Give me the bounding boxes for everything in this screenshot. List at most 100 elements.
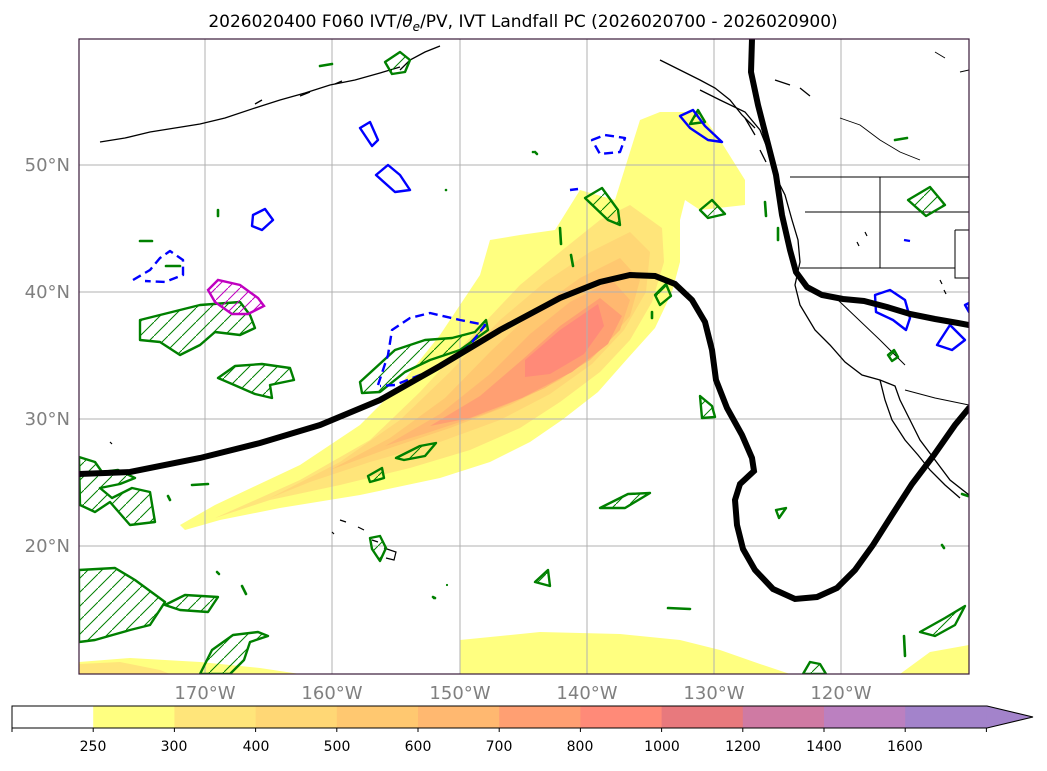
colorbar-label-250: 250	[80, 739, 107, 755]
colorbar-ticks	[11, 728, 987, 732]
ivt-250-band-southeast	[900, 645, 969, 674]
pv-strong-contour	[206, 278, 266, 316]
longitude-labels: 170°W 160°W 150°W 140°W 130°W 120°W	[174, 683, 871, 704]
lat-label-30n: 30°N	[25, 409, 70, 430]
map-frame	[78, 38, 970, 675]
southeast-alaska-islands	[744, 79, 811, 163]
ivt-800-band	[525, 304, 604, 377]
colorbar-segment	[255, 706, 338, 728]
map-panel	[79, 39, 969, 674]
pv-small-4	[190, 482, 210, 487]
pv-negative-7	[963, 301, 969, 314]
pv-small-10	[666, 606, 692, 611]
pv-small-17	[960, 492, 969, 498]
colorbar-segment	[12, 706, 94, 728]
lat-label-20n: 20°N	[25, 536, 70, 557]
pv-positive-19	[801, 660, 828, 674]
colorbar-label-1000: 1000	[644, 739, 680, 755]
pv-positive-11	[653, 282, 673, 307]
pv-small-11	[763, 200, 768, 218]
figure-title: 2026020400 F060 IVT/θe/PV, IVT Landfall …	[208, 12, 837, 34]
steering-contour	[79, 271, 969, 603]
ivt-250-band-southwest	[460, 632, 790, 674]
colorbar-segment	[499, 706, 581, 728]
pv-positive-15	[368, 534, 388, 563]
title-theta-sub: e	[413, 20, 420, 34]
colorbar-segment	[174, 706, 257, 728]
colorbar-segment	[824, 706, 906, 728]
pv-positive-contours	[79, 50, 967, 674]
dot-3	[432, 596, 436, 600]
colorbar-label-300: 300	[161, 739, 188, 755]
colorbar-segment	[418, 706, 500, 728]
pv-small-20	[215, 570, 221, 576]
pv-negative-9	[903, 238, 911, 243]
pv-positive-4	[79, 566, 167, 644]
pv-negative-dashed-2	[132, 249, 185, 284]
state-line-5	[954, 229, 969, 279]
interior-lines	[839, 51, 969, 161]
small-dots	[432, 150, 535, 600]
colorbar: 250 300 400 500 600 700 800 1000 1200 14…	[11, 705, 1034, 755]
pv-positive-16	[533, 568, 552, 588]
pv-small-7	[558, 226, 563, 246]
pv-negative-5	[873, 288, 912, 332]
ivt-300-band-south	[79, 662, 170, 674]
pv-positive-17	[906, 185, 947, 218]
mexico-border	[904, 389, 969, 406]
colorbar-label-1600: 1600	[887, 739, 923, 755]
colorbar-labels: 250 300 400 500 600 700 800 1000 1200 14…	[80, 739, 923, 755]
lon-label-140w: 140°W	[556, 683, 617, 704]
pv-positive-10	[583, 186, 622, 227]
colorbar-label-500: 500	[324, 739, 351, 755]
dot-4	[445, 583, 449, 587]
colorbar-label-1400: 1400	[806, 739, 842, 755]
lat-label-50n: 50°N	[25, 155, 70, 176]
colorbar-segment	[742, 706, 825, 728]
colorbar-segment	[661, 706, 744, 728]
colorbar-label-600: 600	[405, 739, 432, 755]
pv-negative-6	[935, 323, 967, 352]
pv-small-6	[240, 584, 248, 596]
colorbar-segment	[93, 706, 175, 728]
pv-positive-18	[918, 604, 967, 638]
pv-positive-9	[366, 466, 386, 484]
pv-negative-1	[358, 120, 380, 148]
pv-negative-3	[250, 207, 275, 232]
pv-positive-22	[774, 506, 788, 520]
steering-contour-north	[747, 39, 969, 328]
pv-positive-small	[138, 62, 969, 658]
baja-california-coast	[879, 379, 961, 499]
colorbar-label-800: 800	[567, 739, 594, 755]
lat-label-40n: 40°N	[25, 282, 70, 303]
colorbar-outline	[11, 705, 1034, 729]
pv-negative-dashed-1	[590, 133, 627, 156]
alaska-coast	[659, 59, 756, 129]
lon-label-160w: 160°W	[301, 683, 362, 704]
colorbar-label-1200: 1200	[725, 739, 761, 755]
lon-label-120w: 120°W	[810, 683, 871, 704]
pv-small-14	[893, 136, 909, 142]
colorbar-segment	[905, 706, 987, 728]
pv-small-16	[940, 543, 946, 550]
latitude-labels: 50°N 40°N 30°N 20°N	[25, 155, 70, 557]
lon-label-130w: 130°W	[683, 683, 744, 704]
pv-positive-13	[698, 394, 717, 420]
colorbar-segments	[12, 706, 1033, 728]
aleutian-islands	[99, 66, 401, 143]
pv-positive-7	[358, 318, 490, 395]
pv-positive-5	[163, 593, 220, 614]
dot-1	[444, 188, 448, 192]
pv-positive-12	[698, 198, 727, 220]
colorbar-extend-arrow	[986, 706, 1033, 728]
pv-small-18	[533, 150, 539, 156]
pv-positive-2	[216, 362, 296, 400]
pv-small-13	[318, 62, 334, 68]
pv-positive-20	[383, 50, 412, 76]
pv-small-15	[902, 634, 907, 658]
small-islands	[109, 231, 947, 535]
pv-negative-2	[374, 163, 412, 194]
title-theta: θ	[402, 12, 413, 32]
colorbar-label-700: 700	[486, 739, 513, 755]
pv-small-8	[569, 253, 575, 268]
